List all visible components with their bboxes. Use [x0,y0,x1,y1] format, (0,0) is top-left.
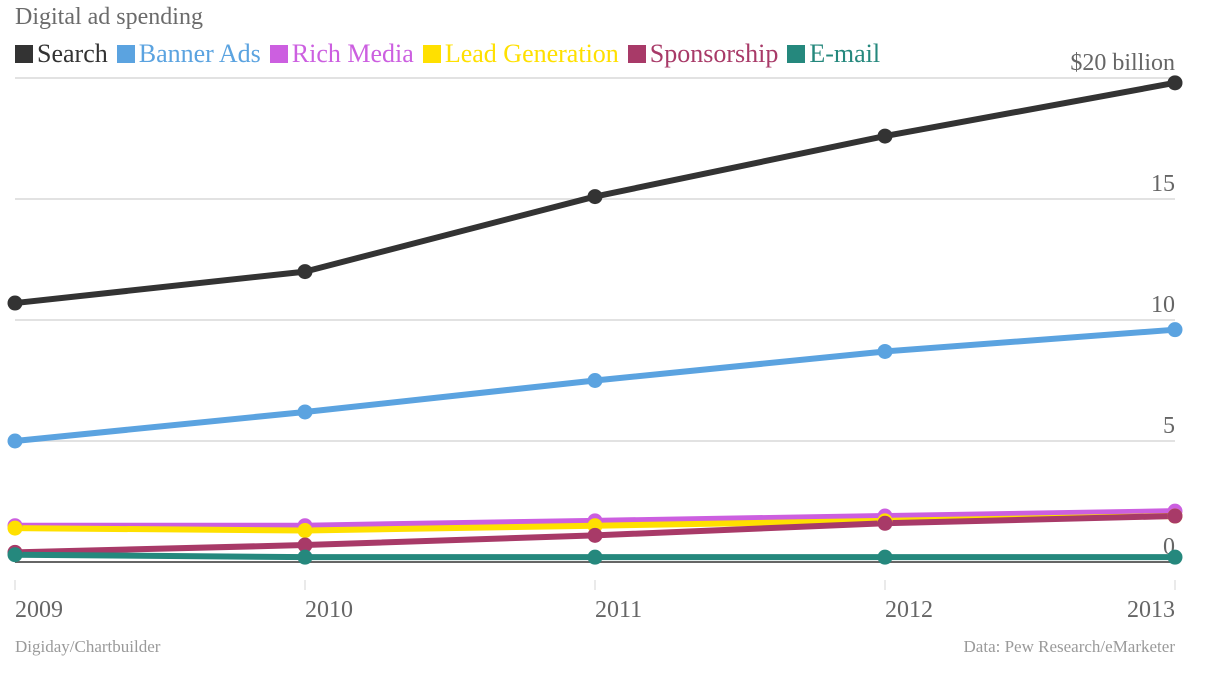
legend-swatch [787,45,806,63]
y-tick-label: 15 [1151,171,1175,197]
x-tick-label: 2009 [15,597,63,623]
legend-item-e-mail: E-mail [787,39,880,69]
data-point [587,373,603,388]
data-point [1167,508,1183,524]
legend-label: Banner Ads [138,39,261,68]
data-point [297,537,313,553]
legend: Search Banner Ads Rich Media Lead Genera… [15,39,880,69]
data-point [7,295,23,311]
series-points [7,75,1183,565]
gridlines [15,77,1175,563]
data-point [297,404,313,420]
legend-item-sponsorship: Sponsorship [627,39,779,69]
data-point [297,549,313,565]
legend-swatch [15,45,33,63]
data-point [587,527,603,543]
y-tick-label: 5 [1163,413,1175,439]
data-point [1167,549,1183,565]
data-point [877,343,893,359]
x-tick-label: 2010 [305,597,353,623]
legend-label: Rich Media [291,39,414,68]
data-point [1167,75,1183,91]
legend-swatch [422,45,441,63]
legend-item-search: Search [15,39,108,69]
footer-credit: Digiday/Chartbuilder [15,637,161,656]
legend-label: Search [37,39,108,68]
legend-label: E-mail [809,39,881,68]
x-tick-label: 2012 [885,597,933,623]
data-point [297,523,313,539]
legend-label: Sponsorship [649,39,779,68]
legend-swatch [627,45,646,63]
data-point [297,264,313,280]
legend-item-banner-ads: Banner Ads [116,39,261,69]
legend-swatch [269,45,288,63]
data-point [587,549,603,565]
data-point [7,547,23,563]
data-point [877,549,893,565]
legend-label: Lead Generation [444,39,619,68]
x-tick-label: 2013 [1127,597,1175,623]
data-point [7,520,23,536]
data-point [877,128,893,144]
y-tick-label: 10 [1151,292,1175,318]
legend-item-rich-media: Rich Media [269,39,414,69]
x-tick-labels: 2009 2010 2011 2012 2013 [14,580,1176,623]
footer-source: Data: Pew Research/eMarketer [963,637,1175,656]
data-point [587,189,603,205]
chart-title: Digital ad spending [15,4,203,30]
data-point [7,433,23,449]
legend-swatch [116,45,135,63]
data-point [1167,322,1183,338]
data-point [877,515,893,531]
legend-item-lead-generation: Lead Generation [422,39,619,69]
y-tick-label: $20 billion [1070,50,1175,76]
x-tick-label: 2011 [595,597,642,623]
